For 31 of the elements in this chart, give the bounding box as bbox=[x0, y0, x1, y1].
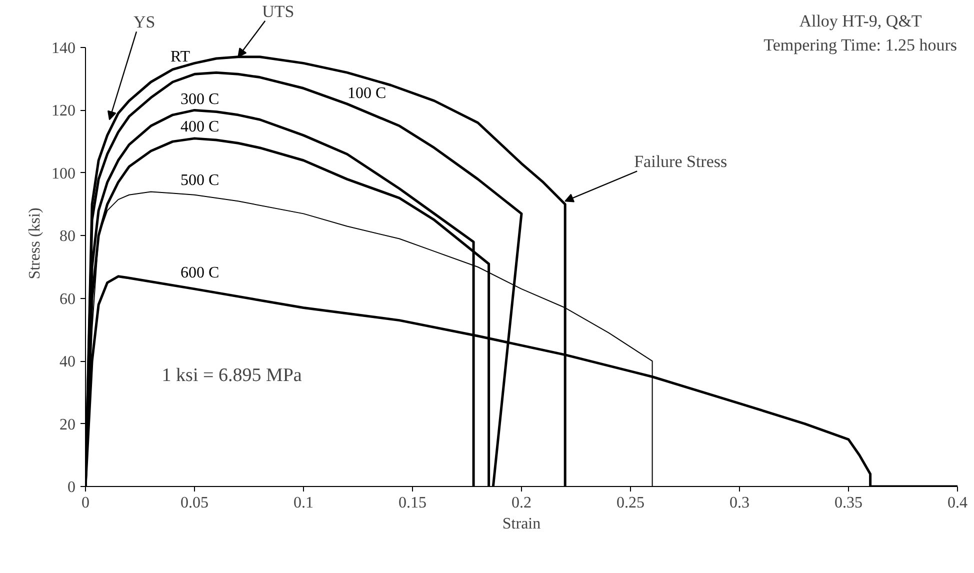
annotation: Failure Stress bbox=[634, 152, 728, 172]
y-tick-label: 60 bbox=[60, 290, 76, 308]
x-tick-label: 0.3 bbox=[730, 494, 750, 512]
y-tick-label: 80 bbox=[60, 228, 76, 246]
x-tick-label: 0.1 bbox=[294, 494, 314, 512]
x-tick-label: 0.05 bbox=[180, 494, 208, 512]
chart-subtitle: Tempering Time: 1.25 hours bbox=[764, 36, 958, 54]
x-tick-label: 0 bbox=[82, 494, 90, 512]
x-tick-label: 0.25 bbox=[616, 494, 644, 512]
series-label: 300 C bbox=[180, 91, 220, 108]
series-label: 600 C bbox=[180, 264, 220, 282]
series-label: 400 C bbox=[180, 118, 220, 136]
y-tick-label: 20 bbox=[60, 416, 76, 434]
y-tick-label: 0 bbox=[68, 479, 76, 496]
x-axis-title: Strain bbox=[502, 516, 541, 532]
x-tick-label: 0.2 bbox=[512, 494, 532, 512]
y-tick-label: 140 bbox=[52, 40, 76, 57]
y-tick-label: 100 bbox=[52, 165, 76, 182]
series-label: 100 C bbox=[348, 85, 386, 102]
series-label: 500 C bbox=[180, 172, 220, 189]
annotation: UTS bbox=[262, 2, 294, 21]
chart-title: Alloy HT-9, Q&T bbox=[799, 12, 922, 30]
annotation: YS bbox=[133, 12, 156, 32]
y-tick-label: 40 bbox=[60, 354, 76, 371]
y-axis-title: Stress (ksi) bbox=[26, 208, 44, 280]
annotation: 1 ksi = 6.895 MPa bbox=[162, 365, 302, 386]
x-tick-label: 0.35 bbox=[834, 494, 862, 512]
y-tick-label: 120 bbox=[52, 102, 76, 120]
x-tick-label: 0.4 bbox=[948, 494, 968, 512]
x-tick-label: 0.15 bbox=[398, 494, 426, 512]
series-label: RT bbox=[170, 48, 190, 66]
